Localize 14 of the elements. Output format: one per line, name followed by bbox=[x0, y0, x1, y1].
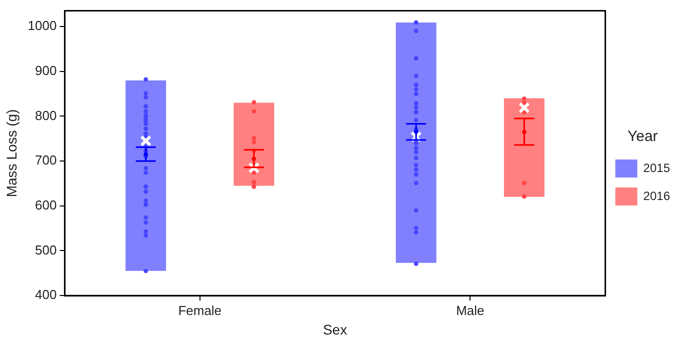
y-tick-label: 500 bbox=[35, 242, 57, 258]
legend-title: Year bbox=[627, 128, 658, 146]
y-tick-label: 900 bbox=[35, 62, 57, 78]
y-tick-label: 800 bbox=[35, 108, 57, 123]
x-axis-title: Sex bbox=[322, 321, 348, 338]
y-tick-label: 700 bbox=[35, 152, 57, 168]
x-tick-label: Male bbox=[456, 302, 484, 318]
legend-label: 2015 bbox=[643, 160, 670, 175]
y-axis-title: Mass Loss (g) bbox=[3, 109, 20, 198]
y-tick-label: 600 bbox=[35, 197, 57, 212]
x-tick-label: Female bbox=[178, 302, 222, 318]
legend-label: 2016 bbox=[643, 188, 670, 203]
y-tick-label: 400 bbox=[35, 287, 57, 302]
y-tick-label: 1000 bbox=[28, 18, 57, 34]
